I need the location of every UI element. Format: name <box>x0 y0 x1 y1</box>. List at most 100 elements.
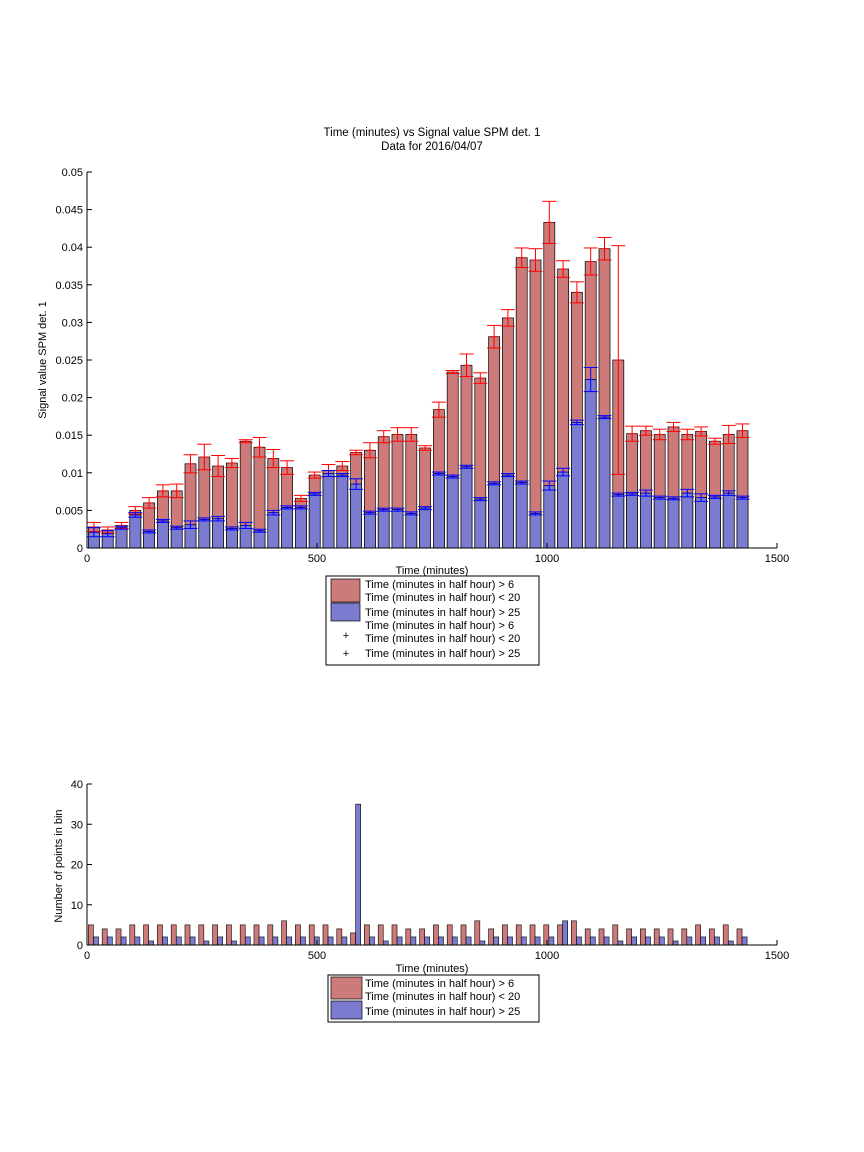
y-tick-label: 0 <box>77 543 83 555</box>
bar-s1-3 <box>129 514 142 549</box>
count-axes: 0 10 20 30 40 0 500 1000 1500 <box>71 779 789 962</box>
errorbar-s1-17 <box>321 470 336 478</box>
count-bar-s1-19 <box>355 803 362 946</box>
errorbar-s1-6 <box>169 525 184 530</box>
x-tick-label-2: 500 <box>308 950 326 962</box>
x-tick-label-2: 1000 <box>535 950 559 962</box>
x-tick-label: 1000 <box>535 553 559 565</box>
errorbar-s0-11 <box>238 439 253 444</box>
errorbar-s0-40 <box>638 425 653 436</box>
errorbar-s1-2 <box>114 525 129 530</box>
bar-s1-25 <box>433 473 445 549</box>
signal-axes: 0 0.005 0.01 0.015 0.02 0.025 0.03 0.035 0.04 0.0… <box>55 167 789 565</box>
bar-s1-15 <box>295 507 307 549</box>
errorbar-s1-30 <box>500 473 515 478</box>
bar-s1-5 <box>157 520 169 549</box>
bar-s1-47 <box>736 497 749 549</box>
errorbar-s0-20 <box>362 442 377 459</box>
bar-s1-33 <box>543 485 556 549</box>
count-bar-s0-33 <box>543 924 550 946</box>
count-bar-s1-38 <box>617 940 624 946</box>
errorbar-s0-37 <box>597 236 612 261</box>
y-axis-label-2: Number of points in bin <box>53 809 65 922</box>
count-bar-s0-17 <box>322 924 329 946</box>
count-bar-s1-33 <box>548 936 555 946</box>
y-tick-label-2: 30 <box>71 819 83 831</box>
errorbar-s1-20 <box>362 510 377 515</box>
errorbar-s1-26 <box>445 474 460 479</box>
count-bar-s0-16 <box>308 924 315 946</box>
errorbar-s0-5 <box>155 484 170 498</box>
count-bar-s1-2 <box>120 936 127 946</box>
bar-s1-6 <box>170 527 183 549</box>
legend-label-2: Time (minutes in half hour) > 25 <box>365 607 520 619</box>
count-bar-s1-9 <box>217 936 223 946</box>
legend-marker-4: + <box>343 648 349 660</box>
count-bar-s1-29 <box>493 936 500 946</box>
count-bar-s1-10 <box>231 940 237 946</box>
count-bar-s0-20 <box>364 924 370 946</box>
count-bar-s0-36 <box>584 928 591 946</box>
y-tick-label-2: 40 <box>71 779 83 791</box>
count-bar-s1-8 <box>203 940 210 946</box>
errorbar-s1-19 <box>349 478 364 490</box>
count-bar-s1-30 <box>507 936 513 946</box>
errorbar-s0-19 <box>349 449 364 456</box>
errorbar-s1-23 <box>404 511 419 516</box>
signal-chart: Time (minutes) vs Signal value SPM det. … <box>37 127 789 666</box>
count-bar-s0-21 <box>377 924 384 946</box>
errorbar-s1-39 <box>625 491 640 496</box>
count-bar-s0-1 <box>101 928 108 946</box>
count-bar-s1-39 <box>631 936 638 946</box>
errorbar-s0-13 <box>266 448 281 469</box>
bar-s1-20 <box>364 512 376 549</box>
y-tick-label-2: 20 <box>71 860 83 872</box>
legend-label-1b: Time (minutes in half hour) < 20 <box>365 592 520 604</box>
errorbar-s1-28 <box>473 497 488 502</box>
errorbar-s0-30 <box>500 309 515 327</box>
legend-patch-2 <box>330 602 361 622</box>
y-tick-label: 0.02 <box>62 393 83 405</box>
errorbar-s0-27 <box>459 353 474 378</box>
count-bar-s1-7 <box>189 936 196 946</box>
x-tick-label-2: 0 <box>84 950 90 962</box>
y-tick-label: 0.035 <box>55 280 83 292</box>
x-tick-label: 1500 <box>765 553 789 565</box>
bar-s1-13 <box>267 512 280 549</box>
legend-box-2 <box>327 974 540 1023</box>
errorbar-s1-0 <box>86 527 101 538</box>
count-bar-s0-12 <box>253 924 260 946</box>
count-bar-s0-25 <box>433 924 439 946</box>
count-bar-s0-13 <box>267 924 274 946</box>
count-bar-s1-46 <box>727 940 734 946</box>
y-tick-label: 0.025 <box>55 355 83 367</box>
count-bar-s0-10 <box>226 924 232 946</box>
x-axis-label-2: Time (minutes) <box>396 963 469 975</box>
bar-s1-34 <box>557 471 569 549</box>
bar-s1-41 <box>653 497 666 549</box>
legend-label-3b: Time (minutes in half hour) < 20 <box>365 633 520 645</box>
count-bar-s1-32 <box>534 936 541 946</box>
legend-label-4: Time (minutes in half hour) > 25 <box>365 648 520 660</box>
errorbar-s0-39 <box>625 425 640 442</box>
count-bar-s1-23 <box>410 936 417 946</box>
chart-title: Time (minutes) vs Signal value SPM det. … <box>324 127 541 139</box>
bar-s1-31 <box>515 482 528 549</box>
errorbar-s1-16 <box>307 491 322 496</box>
count-bar-s1-37 <box>603 936 610 946</box>
count-bar-s1-27 <box>465 936 472 946</box>
errorbar-s1-27 <box>459 464 474 469</box>
bar-s1-30 <box>502 474 514 549</box>
legend2-label-1a: Time (minutes in half hour) > 6 <box>365 978 514 990</box>
count-chart: 0 10 20 30 40 0 500 1000 1500 Time (minutes) Num… <box>53 779 789 1023</box>
count-bar-s0-27 <box>460 924 467 946</box>
errorbar-s0-21 <box>376 430 391 444</box>
count-bar-s0-34 <box>557 924 563 946</box>
errorbar-s1-34 <box>556 467 571 477</box>
errorbar-s1-29 <box>487 481 502 486</box>
count-bar-s1-17 <box>327 936 334 946</box>
errorbar-s1-1 <box>100 530 115 538</box>
count-bar-s1-26 <box>451 936 458 946</box>
bar-s1-39 <box>626 493 638 549</box>
